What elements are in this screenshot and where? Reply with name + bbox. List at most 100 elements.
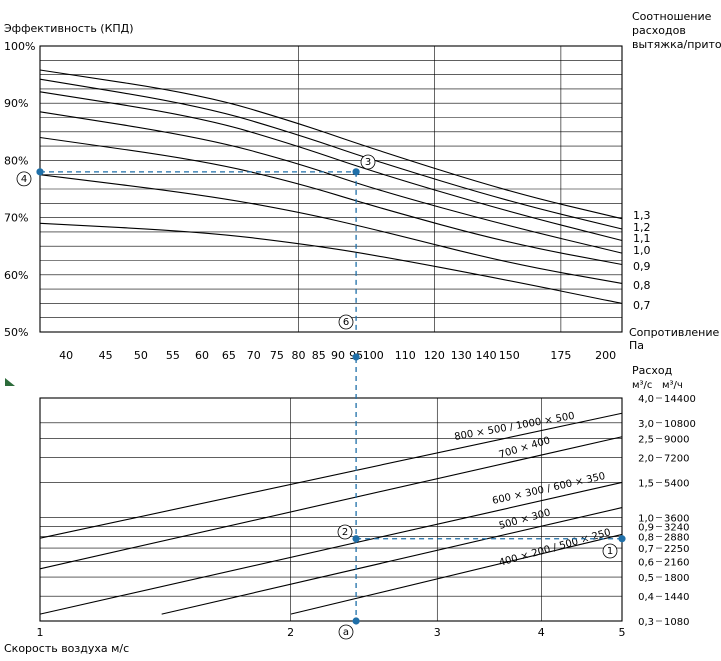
flow-tick-m3h: 1440 <box>664 592 689 603</box>
efficiency-chart-grid <box>39 45 623 333</box>
example-point <box>352 535 360 543</box>
efficiency-curve-1-3 <box>39 69 623 220</box>
efficiency-y-tick: 100% <box>4 40 35 53</box>
duct-size-line <box>290 533 623 615</box>
pressure-x-tick: 110 <box>395 349 416 362</box>
example-step-label: 3 <box>365 157 371 168</box>
pressure-axis-title-line: Па <box>629 339 644 352</box>
example-step-badge: 1 <box>602 543 618 559</box>
pressure-x-tick: 70 <box>247 349 261 362</box>
example-step-badge: 6 <box>338 314 354 330</box>
flow-tick-m3h: 2880 <box>664 533 689 544</box>
flow-tick-m3s: 0,5 <box>638 573 654 584</box>
flow-tick-m3s: 1,0 <box>638 513 654 524</box>
flow-tick-m3h: 9000 <box>664 434 689 445</box>
pressure-x-tick: 90 <box>331 349 345 362</box>
flow-tick-m3h: 5400 <box>664 478 689 489</box>
pressure-x-tick: 150 <box>499 349 520 362</box>
efficiency-plot-frame <box>39 45 623 333</box>
example-step-label: 6 <box>343 317 349 328</box>
ratio-title-line: вытяжка/приток <box>632 38 721 51</box>
flow-tick-m3h: 14400 <box>664 394 696 405</box>
flow-tick-m3s: 0,8 <box>638 533 654 544</box>
velocity-x-tick: 3 <box>434 626 441 639</box>
example-step-circle <box>16 171 32 187</box>
pressure-x-tick: 55 <box>166 349 180 362</box>
flow-unit-m3h: м³/ч <box>662 380 683 391</box>
efficiency-curve-0-8 <box>39 174 623 284</box>
duct-size-label: 700 × 400 <box>498 435 552 461</box>
example-step-circle <box>338 624 354 640</box>
ratio-label: 0,7 <box>633 299 651 312</box>
example-step-badge: a <box>338 624 354 640</box>
ratio-title-line: расходов <box>632 24 686 37</box>
flow-tick-m3h: 3600 <box>664 513 689 524</box>
flow-tick-m3s: 0,3 <box>638 617 654 628</box>
flow-tick-m3h: 1080 <box>664 617 689 628</box>
flow-tick-m3h: 7200 <box>664 454 689 465</box>
flow-tick-m3s: 0,7 <box>638 544 654 555</box>
flow-tick-m3h: 2160 <box>664 557 689 568</box>
flow-tick-m3s: 0,9 <box>638 522 654 533</box>
example-step-badge: 2 <box>337 524 353 540</box>
pressure-x-tick: 140 <box>476 349 497 362</box>
example-step-circle <box>602 543 618 559</box>
example-point <box>352 168 360 176</box>
efficiency-y-tick: 90% <box>4 97 28 110</box>
pressure-x-tick: 130 <box>451 349 472 362</box>
efficiency-curves <box>39 69 623 304</box>
flow-tick-m3s: 0,6 <box>638 557 654 568</box>
flow-tick-m3s: 4,0 <box>638 394 654 405</box>
example-step-badge: 4 <box>16 171 32 187</box>
example-point <box>352 617 360 625</box>
flow-tick-m3h: 3240 <box>664 522 689 533</box>
pressure-x-tick: 40 <box>59 349 73 362</box>
velocity-x-tick: 5 <box>619 626 626 639</box>
duct-size-label: 500 × 300 <box>498 507 552 531</box>
efficiency-curve-1-2 <box>39 78 623 230</box>
efficiency-curve-0-7 <box>39 222 623 304</box>
pressure-axis-title-line: Сопротивление <box>629 326 719 339</box>
example-step-label: a <box>343 627 349 638</box>
duct-size-line <box>161 507 623 615</box>
ratio-label: 1,0 <box>633 244 651 257</box>
pressure-x-tick: 120 <box>424 349 445 362</box>
flow-tick-m3s: 3,0 <box>638 419 654 430</box>
flow-tick-m3s: 2,0 <box>638 454 654 465</box>
example-step-label: 1 <box>607 546 613 557</box>
ratio-label: 1,2 <box>633 221 651 234</box>
flow-tick-m3s: 1,5 <box>638 478 654 489</box>
flow-tick-m3h: 1800 <box>664 573 689 584</box>
example-point <box>36 168 44 176</box>
efficiency-y-tick: 80% <box>4 154 28 167</box>
example-step-circle <box>338 314 354 330</box>
pressure-x-tick: 50 <box>134 349 148 362</box>
ratio-label: 1,3 <box>633 209 651 222</box>
duct-size-line <box>39 412 623 539</box>
example-step-label: 4 <box>21 174 27 185</box>
example-step-label: 2 <box>342 527 348 538</box>
duct-size-line <box>39 436 623 570</box>
pressure-x-tick: 75 <box>270 349 284 362</box>
ratio-title-line: Соотношение <box>632 10 712 23</box>
flow-unit-m3s: м³/с <box>632 380 652 391</box>
velocity-x-tick: 1 <box>37 626 44 639</box>
velocity-x-tick: 2 <box>287 626 294 639</box>
triangle-marker <box>5 378 15 386</box>
pressure-x-tick: 65 <box>222 349 236 362</box>
flow-tick-m3h: 10800 <box>664 419 696 430</box>
velocity-x-tick: 4 <box>538 626 545 639</box>
example-step-circle <box>360 154 376 170</box>
example-point <box>618 535 626 543</box>
example-step-badge: 3 <box>360 154 376 170</box>
example-step-circle <box>337 524 353 540</box>
example-point <box>352 353 360 361</box>
efficiency-chart-labels: 1,31,21,11,0 0,9 0,8 0,7 50% 60% 70% 80% 90% 100%… <box>4 10 721 362</box>
velocity-axis-title: Скорость воздуха м/с <box>4 642 129 655</box>
pressure-x-tick: 85 <box>312 349 326 362</box>
efficiency-curve-1-1 <box>39 91 623 242</box>
airflow-plot-frame <box>39 397 623 622</box>
pressure-x-tick: 200 <box>595 349 616 362</box>
